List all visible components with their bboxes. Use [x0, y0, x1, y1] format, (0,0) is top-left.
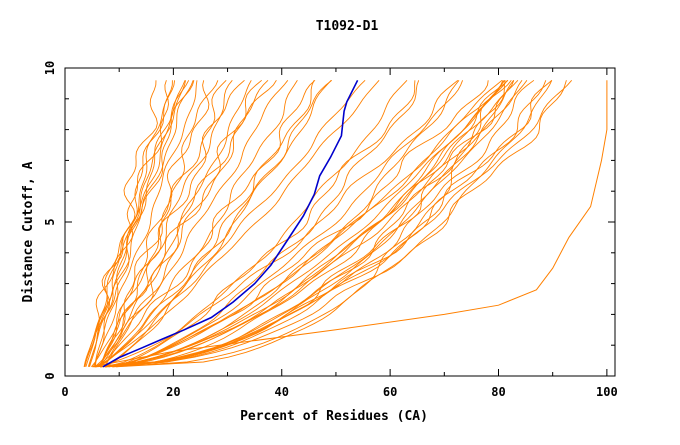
model-series-line — [103, 79, 332, 368]
model-series-line — [105, 80, 489, 368]
model-series-line — [99, 79, 227, 367]
model-series-line — [91, 80, 233, 368]
model-series-line — [115, 80, 506, 368]
model-series-line — [101, 80, 573, 368]
model-series-line — [87, 80, 194, 367]
model-series-line — [108, 80, 420, 368]
model-series-line — [95, 79, 316, 368]
model-series-line — [94, 80, 380, 368]
model-series-line — [97, 79, 333, 368]
x-tick-label: 100 — [596, 385, 618, 399]
model-series-line — [104, 80, 547, 368]
highlight-series-line — [102, 79, 359, 368]
model-series-line — [99, 80, 252, 368]
model-series-line — [94, 79, 459, 368]
chart-title: T1092-D1 — [316, 19, 379, 34]
y-tick-label: 5 — [43, 218, 57, 225]
model-series-line — [97, 80, 298, 368]
series-layer — [83, 79, 608, 368]
model-series-line — [97, 79, 366, 368]
x-tick-label: 80 — [491, 385, 505, 399]
model-series-line — [94, 80, 289, 368]
x-tick-label: 60 — [383, 385, 397, 399]
model-series-line — [94, 80, 567, 368]
y-tick-label: 0 — [43, 372, 57, 379]
model-series-line — [111, 80, 505, 368]
axis-layer: 0 20 40 60 80 100 0 5 10 — [43, 61, 618, 399]
model-series-line — [112, 80, 416, 368]
x-tick-label: 20 — [166, 385, 180, 399]
model-series-line — [98, 79, 262, 368]
model-series-line — [94, 80, 186, 367]
model-series-line — [89, 80, 195, 367]
x-tick-label: 0 — [61, 385, 68, 399]
model-series-line — [100, 80, 512, 368]
model-series-line — [113, 80, 528, 368]
model-series-line — [85, 80, 190, 367]
model-series-line — [94, 80, 158, 367]
y-axis-label: Distance Cutoff, A — [21, 161, 36, 302]
model-series-line — [106, 79, 503, 368]
model-series-line — [108, 80, 464, 368]
model-series-line — [105, 80, 277, 367]
model-series-line — [112, 80, 553, 368]
model-series-line — [100, 79, 519, 368]
y-tick-label: 10 — [43, 61, 57, 75]
x-axis-label: Percent of Residues (CA) — [240, 409, 428, 424]
model-series-line — [106, 79, 408, 368]
x-tick-label: 40 — [275, 385, 289, 399]
model-series-line — [92, 80, 198, 367]
model-series-line — [95, 80, 523, 368]
model-series-line — [100, 80, 460, 368]
model-series-line — [99, 80, 219, 368]
model-series-line — [98, 80, 210, 368]
envelope-series-line — [92, 80, 608, 368]
model-series-line — [116, 79, 509, 368]
